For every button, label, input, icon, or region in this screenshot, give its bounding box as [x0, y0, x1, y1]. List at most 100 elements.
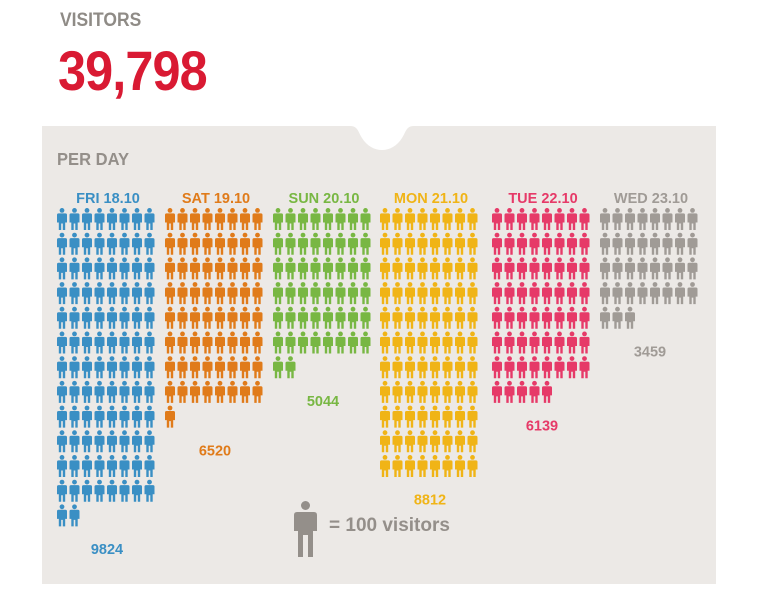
person-icon	[405, 455, 415, 477]
person-icon	[662, 208, 673, 230]
person-icon	[467, 232, 478, 255]
person-icon	[285, 306, 296, 329]
person-icon	[380, 356, 390, 379]
person-icon	[567, 331, 577, 354]
person-icon	[132, 380, 142, 403]
person-icon	[600, 306, 610, 329]
person-icon	[298, 306, 308, 329]
person-icon	[94, 380, 105, 403]
person-icon	[285, 208, 296, 230]
person-icon	[132, 455, 142, 477]
person-icon	[600, 208, 610, 230]
person-icon	[392, 232, 403, 255]
person-icon	[517, 356, 527, 379]
person-icon	[442, 405, 453, 428]
person-icon	[165, 331, 175, 354]
person-icon	[323, 331, 333, 354]
person-icon	[392, 257, 403, 280]
person-icon	[348, 282, 358, 305]
person-icon	[554, 331, 565, 354]
person-icon	[392, 208, 403, 230]
person-icon	[132, 282, 142, 305]
person-icon	[529, 282, 540, 305]
person-icon	[637, 232, 648, 255]
day-label: WED 23.10	[614, 191, 688, 207]
person-icon	[94, 232, 105, 255]
person-icon	[467, 306, 478, 329]
person-icon	[144, 331, 155, 354]
person-icon	[335, 282, 346, 305]
person-icon	[675, 257, 685, 280]
person-icon	[82, 455, 92, 477]
day-label: SAT 19.10	[182, 191, 250, 207]
person-icon	[215, 282, 225, 305]
total-visitors: 39,798	[58, 39, 208, 102]
person-icon	[215, 356, 225, 379]
person-icon	[348, 232, 358, 255]
person-icon	[335, 306, 346, 329]
person-icon	[119, 306, 130, 329]
person-icon	[625, 257, 635, 280]
person-icon	[107, 405, 117, 428]
person-icon	[417, 282, 428, 305]
person-icon	[405, 405, 415, 428]
person-icon	[177, 282, 188, 305]
person-icon	[132, 331, 142, 354]
person-icon	[310, 306, 321, 329]
day-label: TUE 22.10	[508, 191, 577, 207]
person-icon	[294, 501, 317, 557]
person-icon	[392, 356, 403, 379]
panel-title: PER DAY	[57, 148, 129, 169]
person-icon	[430, 405, 440, 428]
person-icon	[529, 306, 540, 329]
person-icon	[107, 479, 117, 502]
person-icon	[215, 208, 225, 230]
person-icon	[380, 455, 390, 477]
person-icon	[612, 208, 623, 230]
person-icon	[82, 257, 92, 280]
person-icon	[240, 380, 250, 403]
person-icon	[504, 331, 515, 354]
person-icon	[442, 232, 453, 255]
person-icon	[417, 430, 428, 453]
person-icon	[57, 405, 67, 428]
person-icon	[430, 455, 440, 477]
person-icon	[190, 331, 200, 354]
person-icon	[542, 208, 552, 230]
person-icon	[348, 208, 358, 230]
person-icon	[417, 306, 428, 329]
person-icon	[554, 208, 565, 230]
person-icon	[252, 356, 263, 379]
person-icon	[579, 232, 590, 255]
person-icon	[252, 380, 263, 403]
person-icon	[107, 331, 117, 354]
person-icon	[165, 232, 175, 255]
person-icon	[69, 380, 80, 403]
day-value-label: 9824	[91, 542, 123, 558]
person-icon	[107, 282, 117, 305]
legend-text: = 100 visitors	[329, 515, 450, 536]
person-icon	[417, 356, 428, 379]
person-icon	[94, 257, 105, 280]
person-icon	[529, 356, 540, 379]
person-icon	[144, 306, 155, 329]
person-icon	[455, 208, 465, 230]
person-icon	[310, 208, 321, 230]
person-icon	[380, 331, 390, 354]
person-icon	[360, 232, 371, 255]
day-column: TUE 22.10 6139	[492, 191, 590, 435]
person-icon	[492, 282, 502, 305]
person-icon	[405, 380, 415, 403]
person-icon	[285, 331, 296, 354]
person-icon	[405, 232, 415, 255]
person-icon	[467, 208, 478, 230]
person-icon	[625, 282, 635, 305]
person-icon	[567, 356, 577, 379]
person-icon	[119, 405, 130, 428]
person-icon	[298, 257, 308, 280]
person-icon	[380, 380, 390, 403]
person-icon	[227, 232, 238, 255]
person-icon	[380, 405, 390, 428]
person-icon	[529, 232, 540, 255]
person-icon	[57, 504, 67, 527]
